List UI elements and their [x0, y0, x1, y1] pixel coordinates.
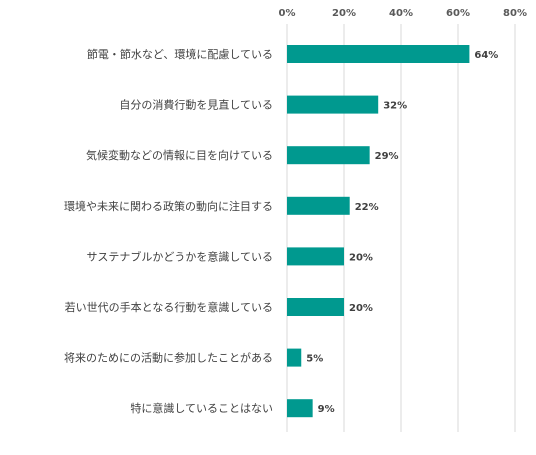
x-tick-label: 40%	[389, 8, 413, 19]
bar	[287, 348, 302, 367]
bar	[287, 399, 313, 418]
x-tick-label: 20%	[332, 8, 356, 19]
x-tick-label: 0%	[279, 8, 296, 19]
x-tick-label: 60%	[446, 8, 470, 19]
category-label: 特に意識していることはない	[130, 401, 273, 415]
data-label: 20%	[349, 252, 373, 263]
bar	[287, 95, 379, 114]
bar	[287, 45, 470, 63]
category-label: 自分の消費行動を見直している	[119, 98, 273, 112]
category-label: 若い世代の手本となる行動を意識している	[65, 300, 273, 314]
bar	[287, 196, 350, 215]
data-label: 20%	[349, 303, 373, 314]
data-label: 5%	[306, 354, 323, 365]
x-tick-label: 80%	[503, 8, 527, 19]
data-label: 32%	[383, 101, 407, 112]
category-label: 節電・節水など、環境に配慮している	[87, 47, 273, 61]
category-label: 気候変動などの情報に目を向けている	[86, 148, 273, 162]
category-label: 将来のためにの活動に参加したことがある	[64, 351, 273, 365]
category-label: 環境や未来に関わる政策の動向に注目する	[64, 199, 273, 213]
bar	[287, 247, 344, 266]
category-label: サステナブルかどうかを意識している	[87, 249, 273, 263]
data-label: 64%	[474, 50, 498, 61]
data-label: 22%	[355, 202, 379, 213]
bar	[287, 298, 344, 316]
data-label: 29%	[375, 151, 399, 162]
bar	[287, 146, 370, 165]
data-label: 9%	[318, 404, 335, 415]
